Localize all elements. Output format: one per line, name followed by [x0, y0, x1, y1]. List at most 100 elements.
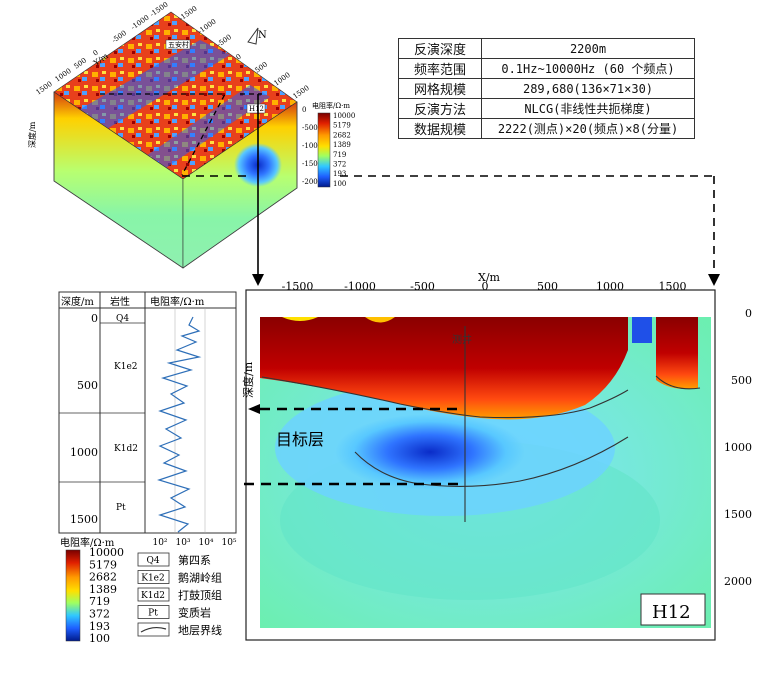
- block-top-tick: -500: [216, 33, 233, 49]
- legend-symbol: Q4: [146, 556, 159, 566]
- legend-value: 193: [89, 620, 110, 633]
- section-y-tick: 2000: [724, 575, 752, 588]
- legend-colorbar: [65, 549, 81, 642]
- parameter-value: 2222(测点)×20(频点)×8(分量): [481, 118, 695, 139]
- legend-symbol-box: [137, 552, 170, 567]
- legend-item-label: 第四系: [178, 553, 211, 567]
- parameter-row: 网格规模 289,680(136×71×30): [398, 78, 695, 99]
- log-x-tick: 10²: [152, 538, 167, 548]
- block-depth-tick: -1000: [302, 142, 322, 150]
- line-name-label: H12: [652, 602, 691, 623]
- section-x-tick: -500: [410, 280, 435, 293]
- target-layer-label: 目标层: [276, 430, 324, 449]
- legend-item-label: 地层界线: [178, 623, 222, 637]
- legend-value: 100: [89, 632, 110, 645]
- log-depth-tick: 1500: [70, 513, 98, 526]
- section-x-axis-title: X/m: [478, 271, 501, 284]
- log-x-tick-labels: 10² 10³ 10⁴ 10⁵: [152, 538, 236, 548]
- block-depth-tick: 0: [302, 106, 306, 114]
- line-tag-label: H12: [249, 105, 264, 113]
- legend-item-label: 鹅湖岭组: [178, 571, 222, 585]
- parameter-value: 0.1Hz~10000Hz (60 个频点): [481, 58, 695, 79]
- block-colorbar-tick: 193: [333, 170, 346, 178]
- block-top-tick-labels: -1500-1000-500050010001500150010005000-5…: [35, 1, 311, 101]
- well-log-panel: [58, 291, 237, 534]
- block-colorbar-tick: 5179: [333, 122, 351, 130]
- resistivity-3d-block: [53, 11, 298, 269]
- block-depth-tick-labels: 0 -500 -1000 -1500 -2000: [302, 106, 322, 186]
- boundary-line-icon: [140, 626, 167, 633]
- section-y-tick: 0: [745, 307, 752, 320]
- village-tag-label: 五安村: [168, 40, 189, 49]
- log-depth-tick-labels: 0 500 1000 1500: [70, 312, 98, 526]
- block-left-tick: 500: [73, 56, 89, 70]
- legend-symbol-box: [137, 605, 170, 619]
- section-y-tick: 1000: [724, 441, 752, 454]
- parameter-key: 数据规模: [398, 118, 482, 139]
- parameter-row: 频率范围 0.1Hz~10000Hz (60 个频点): [398, 58, 695, 79]
- legend-value: 1389: [89, 583, 117, 596]
- block-depth-tick: -2000: [302, 178, 322, 186]
- block-left-tick: -500: [111, 29, 128, 45]
- log-col-lithology: 岩性: [110, 295, 130, 308]
- legend-value: 5179: [89, 558, 117, 571]
- section-x-tick: 1000: [596, 280, 624, 293]
- legend-item-label: 打鼓顶组: [178, 588, 222, 602]
- block-top-tick: 500: [254, 60, 270, 74]
- log-x-tick: 10⁴: [198, 538, 213, 548]
- block-depth-tick: -500: [302, 124, 318, 132]
- section-x-tick: 500: [537, 280, 558, 293]
- parameter-key: 反演深度: [398, 38, 482, 59]
- target-arrow-icon: [248, 404, 260, 414]
- block-colorbar-tick: 10000: [333, 112, 355, 120]
- block-depth-tick: -1500: [302, 160, 322, 168]
- lithology-layer-label: Pt: [116, 503, 126, 513]
- section-y-tick: 1500: [724, 508, 752, 521]
- log-x-tick: 10⁵: [221, 538, 236, 548]
- log-depth-tick: 1000: [70, 446, 98, 459]
- section-x-tick: 0: [482, 280, 489, 293]
- parameter-key: 频率范围: [398, 58, 482, 79]
- block-y-axis-label: Y/m: [91, 51, 110, 68]
- block-depth-label: 深度/m: [27, 121, 37, 148]
- log-x-tick: 10³: [175, 538, 190, 548]
- resistivity-section: [260, 317, 711, 628]
- parameter-value: 2200m: [481, 38, 695, 59]
- parameter-row: 反演深度 2200m: [398, 38, 695, 59]
- lithology-layer-label: Q4: [116, 314, 129, 324]
- block-colorbar-tick: 1389: [333, 141, 351, 149]
- block-top-tick: -1000: [197, 18, 218, 36]
- parameter-key: 反演方法: [398, 98, 482, 119]
- section-x-tick: -1500: [282, 280, 314, 293]
- legend-symbol: K1e2: [141, 574, 165, 584]
- section-frame: [245, 289, 716, 641]
- block-left-tick: 1000: [54, 67, 73, 84]
- legend-symbol-box: [137, 570, 170, 584]
- block-colorbar-title: 电阻率/Ω·m: [312, 101, 350, 110]
- section-y-axis-title: 深度/m: [241, 361, 255, 398]
- parameter-row: 反演方法 NLCG(非线性共扼梯度): [398, 98, 695, 119]
- log-depth-tick: 0: [91, 312, 98, 325]
- legend-value: 2682: [89, 571, 117, 584]
- lithology-layer-label: K1e2: [114, 362, 138, 372]
- block-left-tick: -1000: [130, 14, 151, 32]
- inversion-parameter-table: 反演深度 2200m 频率范围 0.1Hz~10000Hz (60 个频点) 网格规模 2…: [398, 38, 695, 139]
- block-colorbar: [317, 112, 331, 188]
- north-label: N: [258, 30, 267, 41]
- block-top-tick: 1000: [273, 71, 292, 88]
- legend-item-label: 变质岩: [178, 606, 211, 620]
- log-col-resistivity: 电阻率/Ω·m: [150, 295, 205, 308]
- log-depth-tick: 500: [77, 379, 98, 392]
- legend-symbol: Pt: [148, 609, 158, 619]
- block-top-tick: -1500: [178, 5, 199, 23]
- village-tag: [165, 39, 191, 50]
- section-y-tick: 500: [731, 374, 752, 387]
- log-col-depth: 深度/m: [61, 295, 94, 308]
- legend-symbol-box: [137, 587, 170, 602]
- parameter-row: 数据规模 2222(测点)×20(频点)×8(分量): [398, 118, 695, 139]
- section-x-tick: -1000: [344, 280, 376, 293]
